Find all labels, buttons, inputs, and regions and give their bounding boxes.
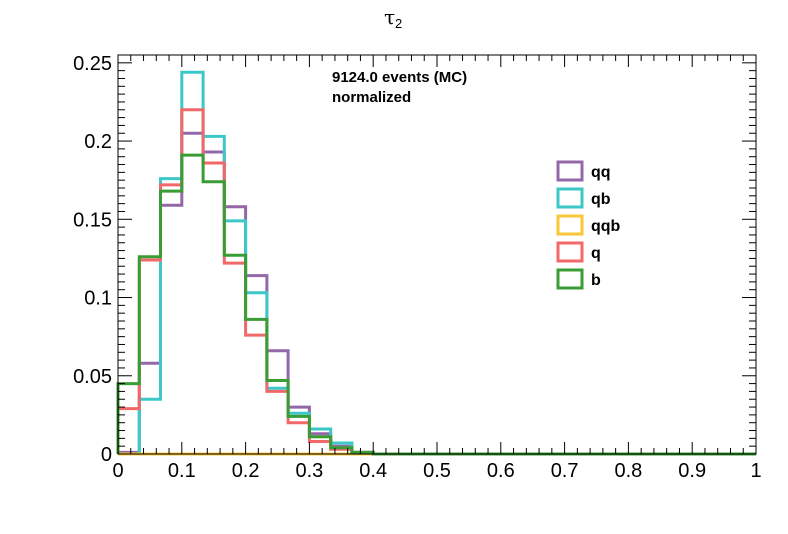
annotation-block: 9124.0 events (MC) normalized	[332, 69, 467, 106]
legend-swatch-qq	[556, 160, 584, 182]
chart-title-subscript: 2	[395, 16, 402, 31]
y-tick-label: 0	[101, 444, 112, 466]
x-tick-label: 1	[750, 460, 761, 482]
x-tick-label: 0.3	[295, 460, 323, 482]
x-tick-label: 0.9	[678, 460, 706, 482]
x-tick-label: 0.8	[614, 460, 642, 482]
ticks-layer	[117, 54, 757, 455]
legend-label-qb: qb	[591, 191, 611, 208]
x-tick-label: 0.4	[359, 460, 387, 482]
x-tick-label: 0	[112, 460, 123, 482]
legend-label-q: q	[591, 245, 601, 262]
legend-swatch-qqb	[556, 214, 584, 236]
y-tick-label: 0.25	[73, 53, 112, 75]
y-tick-labels: 0 0.05 0.1 0.15 0.2 0.25	[73, 53, 112, 466]
y-tick-label: 0.05	[73, 366, 112, 388]
x-tick-label: 0.6	[487, 460, 515, 482]
y-tick-label: 0.15	[73, 209, 112, 231]
plot-frame	[117, 54, 757, 455]
x-tick-label: 0.1	[168, 460, 196, 482]
series-qb	[118, 70, 756, 456]
legend-swatch-q	[556, 241, 584, 263]
y-tick-label: 0.2	[84, 131, 112, 153]
annotation-events: 9124.0 events (MC)	[332, 69, 467, 86]
x-tick-label: 0.5	[423, 460, 451, 482]
legend-swatch-qb	[556, 187, 584, 209]
x-tick-label: 0.7	[551, 460, 579, 482]
legend-label-qqb: qqb	[591, 218, 621, 235]
legend-swatch-b	[556, 268, 584, 290]
chart-title-symbol: τ	[384, 5, 395, 29]
y-tick-label: 0.1	[84, 288, 112, 310]
series-q	[116, 108, 756, 456]
legend-label-qq: qq	[591, 164, 611, 181]
x-tick-label: 0.2	[232, 460, 260, 482]
x-tick-labels: 0 0.1 0.2 0.3 0.4 0.5 0.6 0.7 0.8 0.9 1	[112, 460, 761, 482]
legend-label-b: b	[591, 272, 601, 289]
annotation-normalized: normalized	[332, 89, 411, 106]
series-b	[116, 153, 756, 456]
chart-title: τ 2	[384, 5, 402, 31]
series-layer	[116, 70, 756, 456]
